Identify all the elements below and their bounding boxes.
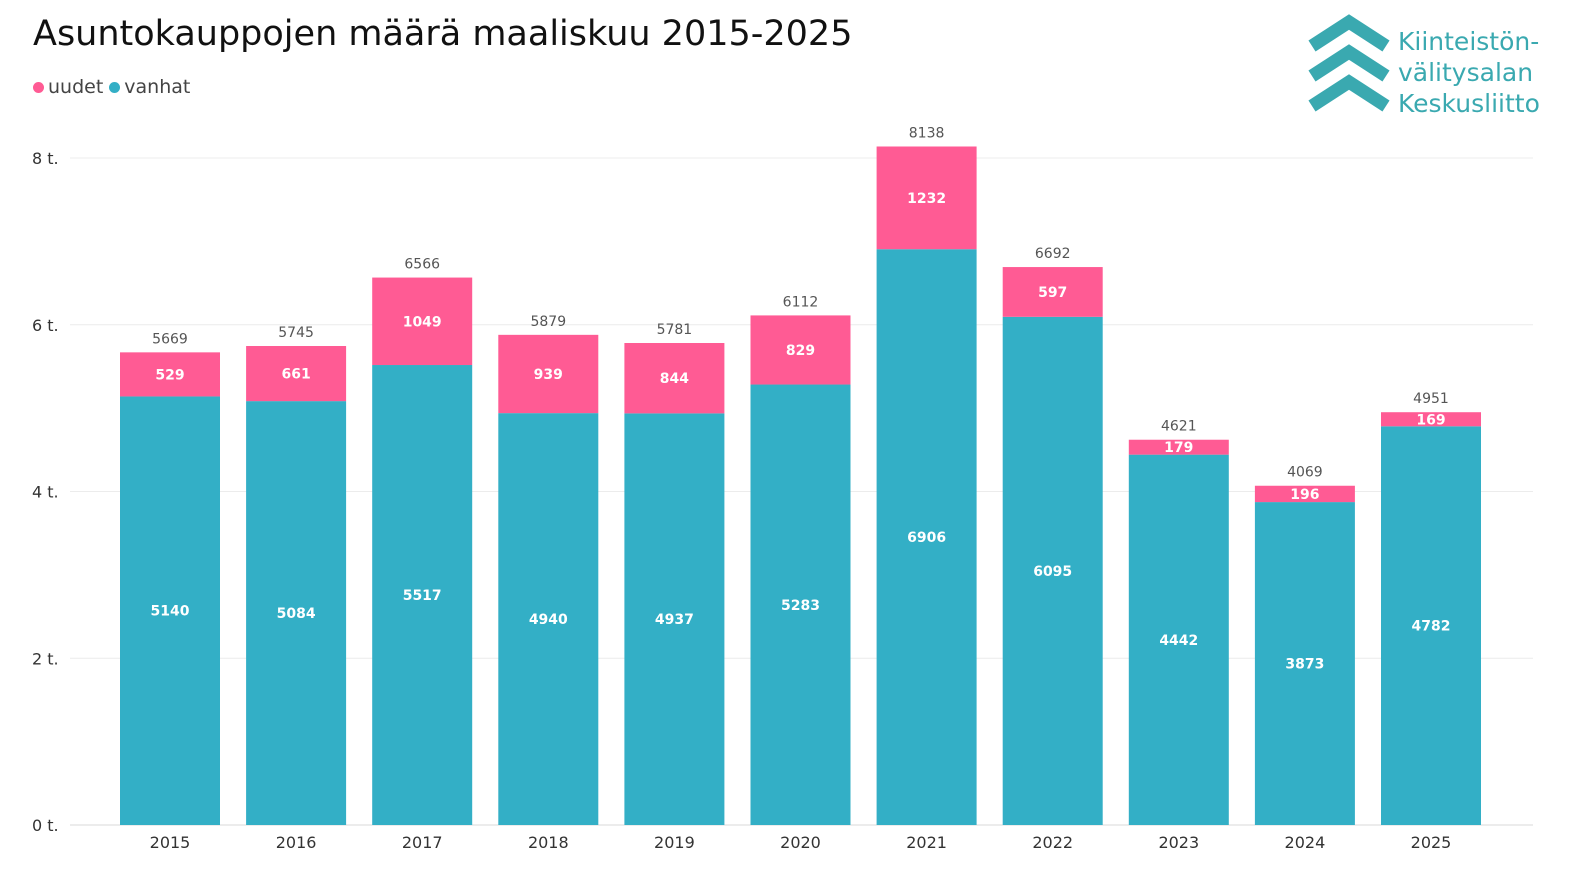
bar-vanhat[interactable] <box>120 396 220 825</box>
data-label-total: 6112 <box>783 294 819 310</box>
bar-uudet[interactable] <box>498 334 599 414</box>
logo-line-3: Keskusliitto <box>1398 89 1540 118</box>
data-label-total: 4621 <box>1161 419 1197 435</box>
bar-uudet[interactable] <box>120 352 220 397</box>
legend-label-vanhat: vanhat <box>124 76 191 98</box>
data-label-vanhat: 4442 <box>1159 633 1198 649</box>
data-label-total: 5781 <box>657 322 693 338</box>
legend-item-vanhat[interactable]: vanhat <box>109 76 190 98</box>
data-label-uudet: 829 <box>786 343 815 359</box>
data-label-total: 4951 <box>1413 391 1449 407</box>
data-label-total: 6566 <box>404 257 440 273</box>
data-label-total: 5669 <box>152 331 188 347</box>
bar-vanhat[interactable] <box>876 249 977 825</box>
x-tick-label: 2019 <box>654 833 695 852</box>
legend-label-uudet: uudet <box>48 76 104 98</box>
chart-title: Asuntokauppojen määrä maaliskuu 2015-202… <box>33 14 853 54</box>
y-tick-label: 2 t. <box>32 649 59 668</box>
bar-vanhat[interactable] <box>1002 316 1103 825</box>
chevron-stack-icon <box>1308 14 1390 112</box>
bar-uudet[interactable] <box>1128 439 1229 455</box>
x-tick-label: 2024 <box>1285 833 1326 852</box>
bar-vanhat[interactable] <box>1381 426 1481 825</box>
bar-vanhat[interactable] <box>372 365 473 825</box>
bar-vanhat[interactable] <box>750 384 851 825</box>
data-label-vanhat: 5140 <box>151 604 190 620</box>
data-label-total: 4069 <box>1287 465 1323 481</box>
data-label-uudet: 179 <box>1164 440 1193 456</box>
data-label-vanhat: 6906 <box>907 530 946 546</box>
y-tick-label: 0 t. <box>32 816 59 835</box>
data-label-uudet: 169 <box>1416 412 1445 428</box>
bar-vanhat[interactable] <box>498 413 599 825</box>
data-label-vanhat: 3873 <box>1285 657 1324 673</box>
bar-uudet[interactable] <box>1002 267 1103 317</box>
x-tick-label: 2020 <box>780 833 821 852</box>
data-label-uudet: 196 <box>1290 487 1319 503</box>
x-tick-label: 2022 <box>1032 833 1073 852</box>
x-tick-label: 2015 <box>150 833 191 852</box>
x-tick-label: 2025 <box>1411 833 1452 852</box>
bar-vanhat[interactable] <box>624 413 725 825</box>
bar-uudet[interactable] <box>750 315 851 385</box>
x-tick-label: 2017 <box>402 833 443 852</box>
bar-uudet[interactable] <box>1254 485 1355 503</box>
data-label-uudet: 529 <box>155 367 184 383</box>
data-label-vanhat: 5517 <box>403 588 442 604</box>
data-label-vanhat: 6095 <box>1033 564 1072 580</box>
data-label-vanhat: 4940 <box>529 612 568 628</box>
data-label-vanhat: 5283 <box>781 598 820 614</box>
data-label-uudet: 939 <box>534 367 563 383</box>
y-tick-label: 4 t. <box>32 483 59 502</box>
data-label-uudet: 844 <box>660 371 689 387</box>
x-tick-label: 2023 <box>1158 833 1199 852</box>
bar-uudet[interactable] <box>876 146 977 250</box>
logo: Kiinteistön- välitysalan Keskusliitto <box>1300 12 1560 122</box>
logo-line-2: välitysalan <box>1398 58 1534 87</box>
legend-item-uudet[interactable]: uudet <box>33 76 103 98</box>
y-tick-label: 8 t. <box>32 149 59 168</box>
data-label-uudet: 661 <box>281 367 310 383</box>
legend-dot-vanhat <box>109 81 121 93</box>
y-tick-label: 6 t. <box>32 316 59 335</box>
data-label-uudet: 1232 <box>907 191 946 207</box>
data-label-total: 8138 <box>909 125 945 141</box>
x-tick-label: 2016 <box>276 833 317 852</box>
legend: uudet vanhat <box>33 76 196 98</box>
data-label-vanhat: 4782 <box>1412 619 1451 635</box>
bar-uudet[interactable] <box>372 277 473 366</box>
x-tick-label: 2021 <box>906 833 947 852</box>
data-label-uudet: 597 <box>1038 285 1067 301</box>
logo-line-1: Kiinteistön- <box>1398 27 1540 56</box>
data-label-vanhat: 5084 <box>277 606 316 622</box>
data-label-total: 5879 <box>530 314 566 330</box>
data-label-vanhat: 4937 <box>655 612 694 628</box>
bar-vanhat[interactable] <box>1254 502 1355 825</box>
bar-uudet[interactable] <box>246 346 347 402</box>
bar-uudet[interactable] <box>1381 412 1481 427</box>
data-label-total: 6692 <box>1035 246 1071 262</box>
x-tick-label: 2018 <box>528 833 569 852</box>
bar-uudet[interactable] <box>624 343 725 414</box>
data-label-uudet: 1049 <box>403 314 442 330</box>
bar-vanhat[interactable] <box>246 401 347 825</box>
logo-text: Kiinteistön- välitysalan Keskusliitto <box>1398 26 1540 119</box>
legend-dot-uudet <box>33 81 44 93</box>
data-label-total: 5745 <box>278 325 314 341</box>
bar-vanhat[interactable] <box>1128 454 1229 825</box>
